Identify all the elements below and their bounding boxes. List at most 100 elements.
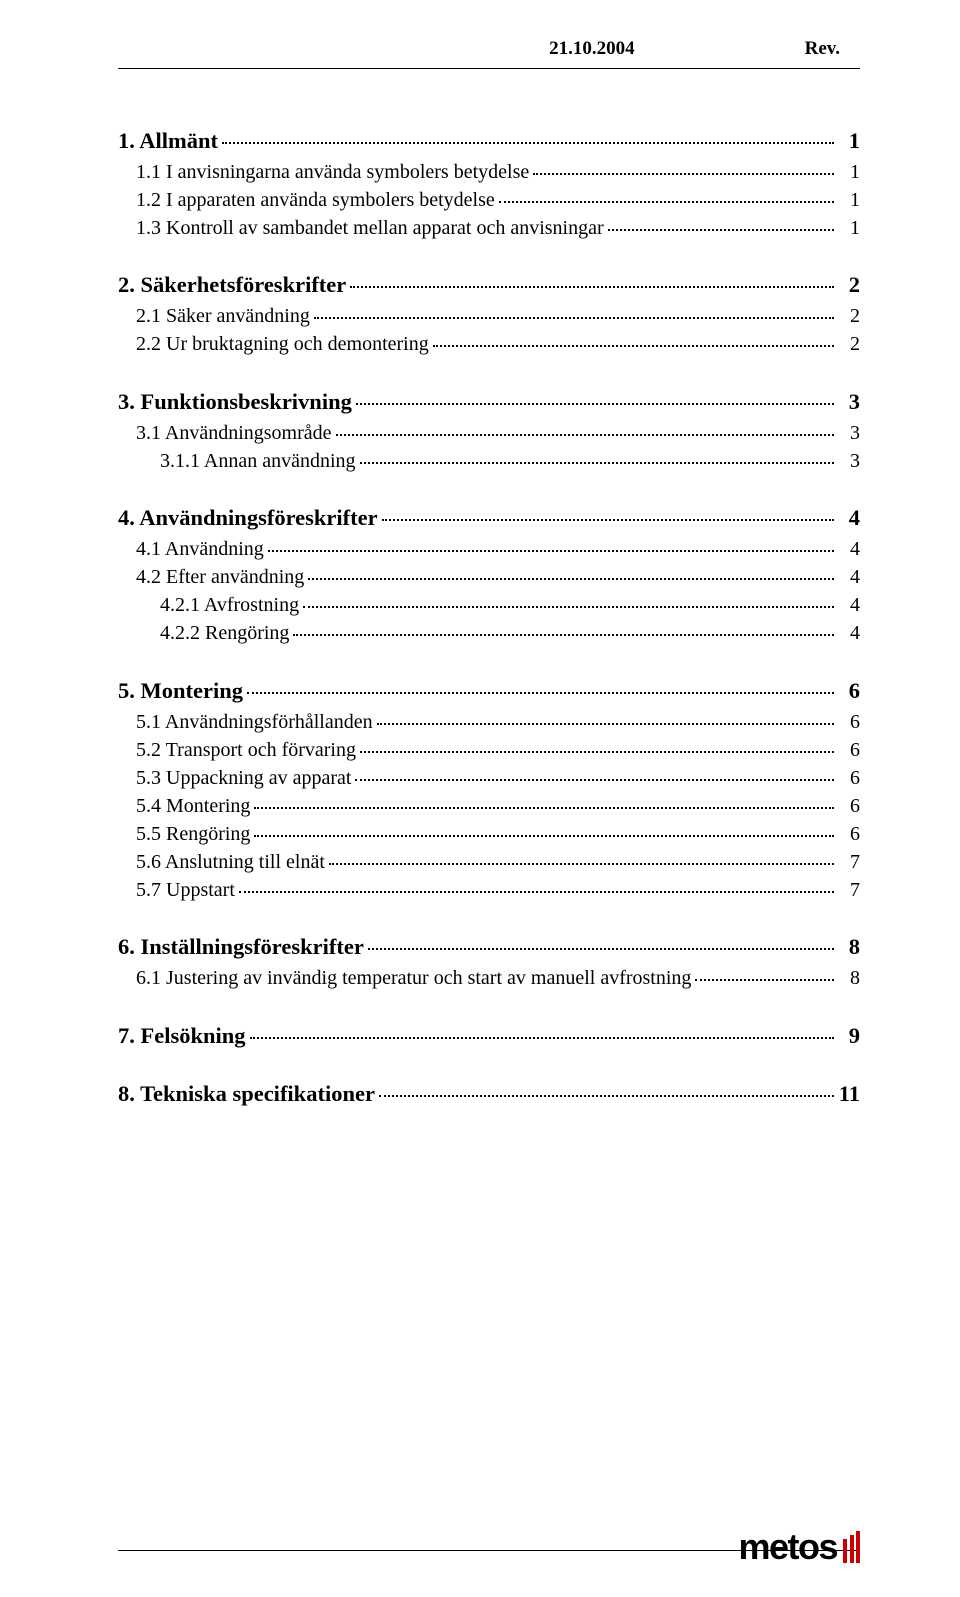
toc-label: 6.1 Justering av invändig temperatur och… <box>136 967 691 990</box>
toc-entry: 4. Användningsföreskrifter 4 <box>118 503 860 532</box>
toc-leader-dots <box>433 327 834 347</box>
toc-label: 5.7 Uppstart <box>136 879 235 902</box>
toc-label: 5.5 Rengöring <box>136 823 250 846</box>
toc-entry: 6. Inställningsföreskrifter8 <box>118 932 860 961</box>
toc-page-number: 6 <box>838 678 860 704</box>
toc-entry: 5.6 Anslutning till elnät 7 <box>136 848 860 874</box>
toc-leader-dots <box>356 382 834 405</box>
toc-leader-dots <box>379 1075 834 1098</box>
toc-label: 4.2.1 Avfrostning <box>160 594 299 617</box>
toc-leader-dots <box>303 588 834 608</box>
toc-page-number: 4 <box>838 538 860 561</box>
toc-leader-dots <box>250 1016 834 1039</box>
toc-leader-dots <box>222 121 834 144</box>
toc-page-number: 4 <box>838 566 860 589</box>
header-rule <box>118 68 860 69</box>
toc-entry: 3.1 Användningsområde 3 <box>136 419 860 445</box>
toc-entry: 4.2.1 Avfrostning4 <box>160 591 860 617</box>
toc-label: 4.2.2 Rengöring <box>160 622 289 645</box>
toc-page-number: 1 <box>838 217 860 240</box>
toc-page-number: 8 <box>838 934 860 960</box>
toc-label: 3.1 Användningsområde <box>136 422 332 445</box>
toc-page-number: 4 <box>838 622 860 645</box>
toc-entry: 1.1 I anvisningarna använda symbolers be… <box>136 158 860 184</box>
toc-page-number: 3 <box>838 389 860 415</box>
toc-leader-dots <box>499 183 834 203</box>
toc-label: 5.4 Montering <box>136 795 250 818</box>
toc-entry: 5.7 Uppstart 7 <box>136 876 860 902</box>
header-row: 21.10.2004 Rev. <box>118 38 860 60</box>
toc-page-number: 1 <box>838 189 860 212</box>
toc-page-number: 11 <box>838 1081 860 1107</box>
document-page: 21.10.2004 Rev. 1. Allmänt 1 1.1 I anvisni… <box>0 0 960 1597</box>
toc-leader-dots <box>293 616 834 636</box>
toc-page-number: 2 <box>838 305 860 328</box>
logo-bars-icon <box>843 1531 860 1563</box>
toc-page-number: 6 <box>838 795 860 818</box>
toc-entry: 5.5 Rengöring 6 <box>136 820 860 846</box>
toc-page-number: 8 <box>838 967 860 990</box>
toc-page-number: 3 <box>838 422 860 445</box>
toc-label: 8. Tekniska specifikationer <box>118 1081 375 1107</box>
toc-leader-dots <box>308 560 834 580</box>
toc-leader-dots <box>695 961 834 981</box>
toc-label: 3.1.1 Annan användning <box>160 450 356 473</box>
toc-leader-dots <box>268 532 834 552</box>
toc-page-number: 1 <box>838 161 860 184</box>
toc-entry: 3.1.1 Annan användning 3 <box>160 447 860 473</box>
toc-label: 5.3 Uppackning av apparat <box>136 767 351 790</box>
toc-leader-dots <box>368 928 834 951</box>
toc-leader-dots <box>377 705 834 725</box>
toc-entry: 2.2 Ur bruktagning och demontering2 <box>136 330 860 356</box>
toc-label: 5.6 Anslutning till elnät <box>136 851 325 874</box>
toc-page-number: 6 <box>838 767 860 790</box>
toc-label: 5.2 Transport och förvaring <box>136 739 356 762</box>
toc-entry: 6.1 Justering av invändig temperatur och… <box>136 964 860 990</box>
toc-entry: 7. Felsökning 9 <box>118 1020 860 1049</box>
toc-entry: 5.4 Montering 6 <box>136 792 860 818</box>
toc-entry: 4.2.2 Rengöring 4 <box>160 619 860 645</box>
toc-leader-dots <box>254 789 834 809</box>
toc-entry: 4.1 Användning 4 <box>136 535 860 561</box>
toc-label: 7. Felsökning <box>118 1023 246 1049</box>
toc-page-number: 9 <box>838 1023 860 1049</box>
toc-label: 2.1 Säker användning <box>136 305 310 328</box>
toc-label: 4.1 Användning <box>136 538 264 561</box>
toc-page-number: 3 <box>838 450 860 473</box>
toc-page-number: 7 <box>838 879 860 902</box>
toc-label: 4. Användningsföreskrifter <box>118 505 378 531</box>
toc-page-number: 6 <box>838 739 860 762</box>
toc-label: 2.2 Ur bruktagning och demontering <box>136 333 429 356</box>
toc-leader-dots <box>254 817 834 837</box>
toc-page-number: 6 <box>838 711 860 734</box>
toc-entry: 4.2 Efter användning 4 <box>136 563 860 589</box>
brand-logo: metos <box>738 1529 860 1565</box>
toc-leader-dots <box>355 761 834 781</box>
toc-label: 4.2 Efter användning <box>136 566 304 589</box>
toc-entry: 5.2 Transport och förvaring 6 <box>136 736 860 762</box>
toc-page-number: 2 <box>838 272 860 298</box>
logo-text: metos <box>738 1529 837 1565</box>
toc-label: 1. Allmänt <box>118 128 218 154</box>
header-rev: Rev. <box>805 38 840 60</box>
toc-label: 3. Funktionsbeskrivning <box>118 389 352 415</box>
toc-leader-dots <box>239 873 834 893</box>
toc-label: 1.3 Kontroll av sambandet mellan apparat… <box>136 217 604 240</box>
toc-entry: 3. Funktionsbeskrivning 3 <box>118 386 860 415</box>
toc-entry: 2.1 Säker användning 2 <box>136 302 860 328</box>
toc-leader-dots <box>533 155 834 175</box>
toc-page-number: 4 <box>838 505 860 531</box>
toc-label: 2. Säkerhetsföreskrifter <box>118 272 346 298</box>
toc-page-number: 7 <box>838 851 860 874</box>
toc-entry: 1.3 Kontroll av sambandet mellan apparat… <box>136 214 860 240</box>
toc-leader-dots <box>247 671 834 694</box>
toc-page-number: 6 <box>838 823 860 846</box>
toc-entry: 1.2 I apparaten använda symbolers betyde… <box>136 186 860 212</box>
toc-label: 1.1 I anvisningarna använda symbolers be… <box>136 161 529 184</box>
toc-leader-dots <box>350 266 834 289</box>
toc-leader-dots <box>382 499 834 522</box>
toc-label: 5.1 Användningsförhållanden <box>136 711 373 734</box>
toc-leader-dots <box>360 444 834 464</box>
toc-leader-dots <box>608 211 834 231</box>
toc-leader-dots <box>314 299 834 319</box>
